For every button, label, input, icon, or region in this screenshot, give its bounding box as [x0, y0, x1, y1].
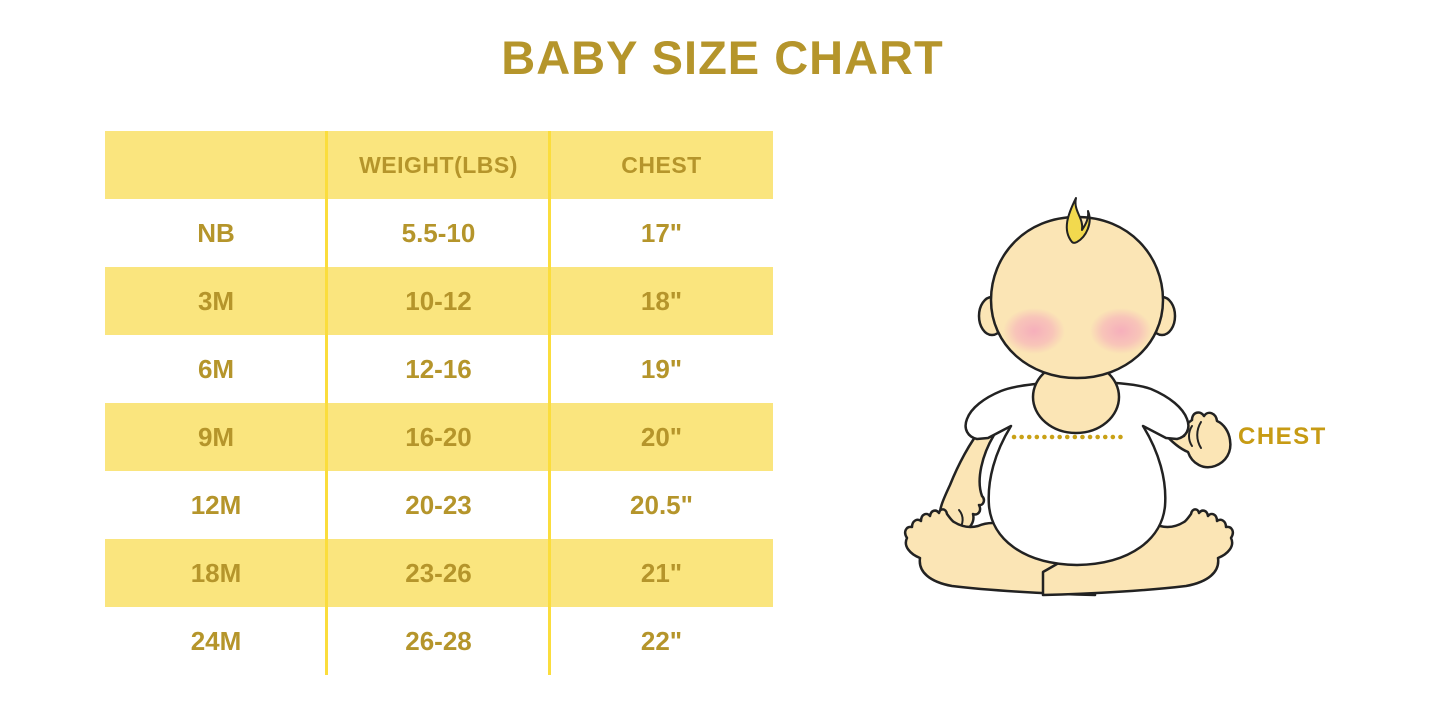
size-cell: NB	[197, 218, 235, 248]
weight-cell: 10-12	[405, 286, 472, 316]
column-divider	[325, 131, 328, 675]
chest-cell: 22"	[640, 626, 683, 656]
chest-label: CHEST	[1238, 423, 1327, 450]
baby-right-cheek	[1090, 308, 1152, 354]
baby-right-leg	[1041, 508, 1235, 597]
chest-cell: 20.5"	[630, 490, 693, 520]
table-header-row: WEIGHT(LBS) CHEST	[105, 131, 773, 199]
chest-cell: 21"	[640, 558, 683, 588]
baby-left-cheek	[1003, 308, 1065, 354]
table-row: 18M 23-26 21"	[105, 539, 773, 607]
table-row: 12M 20-23 20.5"	[105, 471, 773, 539]
weight-cell: 20-23	[405, 490, 472, 520]
header-chest: CHEST	[621, 152, 702, 178]
weight-cell: 12-16	[405, 354, 472, 384]
table-row: 6M 12-16 19"	[105, 335, 773, 403]
weight-cell: 5.5-10	[401, 218, 476, 248]
table-row: 3M 10-12 18"	[105, 267, 773, 335]
size-cell: 24M	[190, 626, 242, 656]
chest-cell: 19"	[640, 354, 683, 384]
weight-cell: 16-20	[405, 422, 472, 452]
weight-cell: 26-28	[405, 626, 472, 656]
baby-hair-icon	[1065, 197, 1091, 244]
baby-illustration	[903, 197, 1235, 597]
size-chart-table: WEIGHT(LBS) CHEST NB 5.5-10 17" 3M 10-12…	[105, 131, 773, 675]
size-cell: 18M	[190, 558, 242, 588]
header-size	[105, 131, 327, 199]
table-row: 24M 26-28 22"	[105, 607, 773, 675]
table-row: NB 5.5-10 17"	[105, 199, 773, 267]
weight-cell: 23-26	[405, 558, 472, 588]
table-row: 9M 16-20 20"	[105, 403, 773, 471]
column-divider	[548, 131, 551, 675]
size-cell: 9M	[197, 422, 235, 452]
page-title: BABY SIZE CHART	[501, 31, 944, 84]
size-cell: 3M	[197, 286, 235, 316]
header-weight: WEIGHT(LBS)	[359, 152, 518, 178]
chest-cell: 20"	[640, 422, 683, 452]
baby-shirt	[964, 380, 1190, 567]
size-cell: 12M	[190, 490, 242, 520]
size-cell: 6M	[197, 354, 235, 384]
chest-cell: 18"	[640, 286, 683, 316]
chest-cell: 17"	[640, 218, 683, 248]
